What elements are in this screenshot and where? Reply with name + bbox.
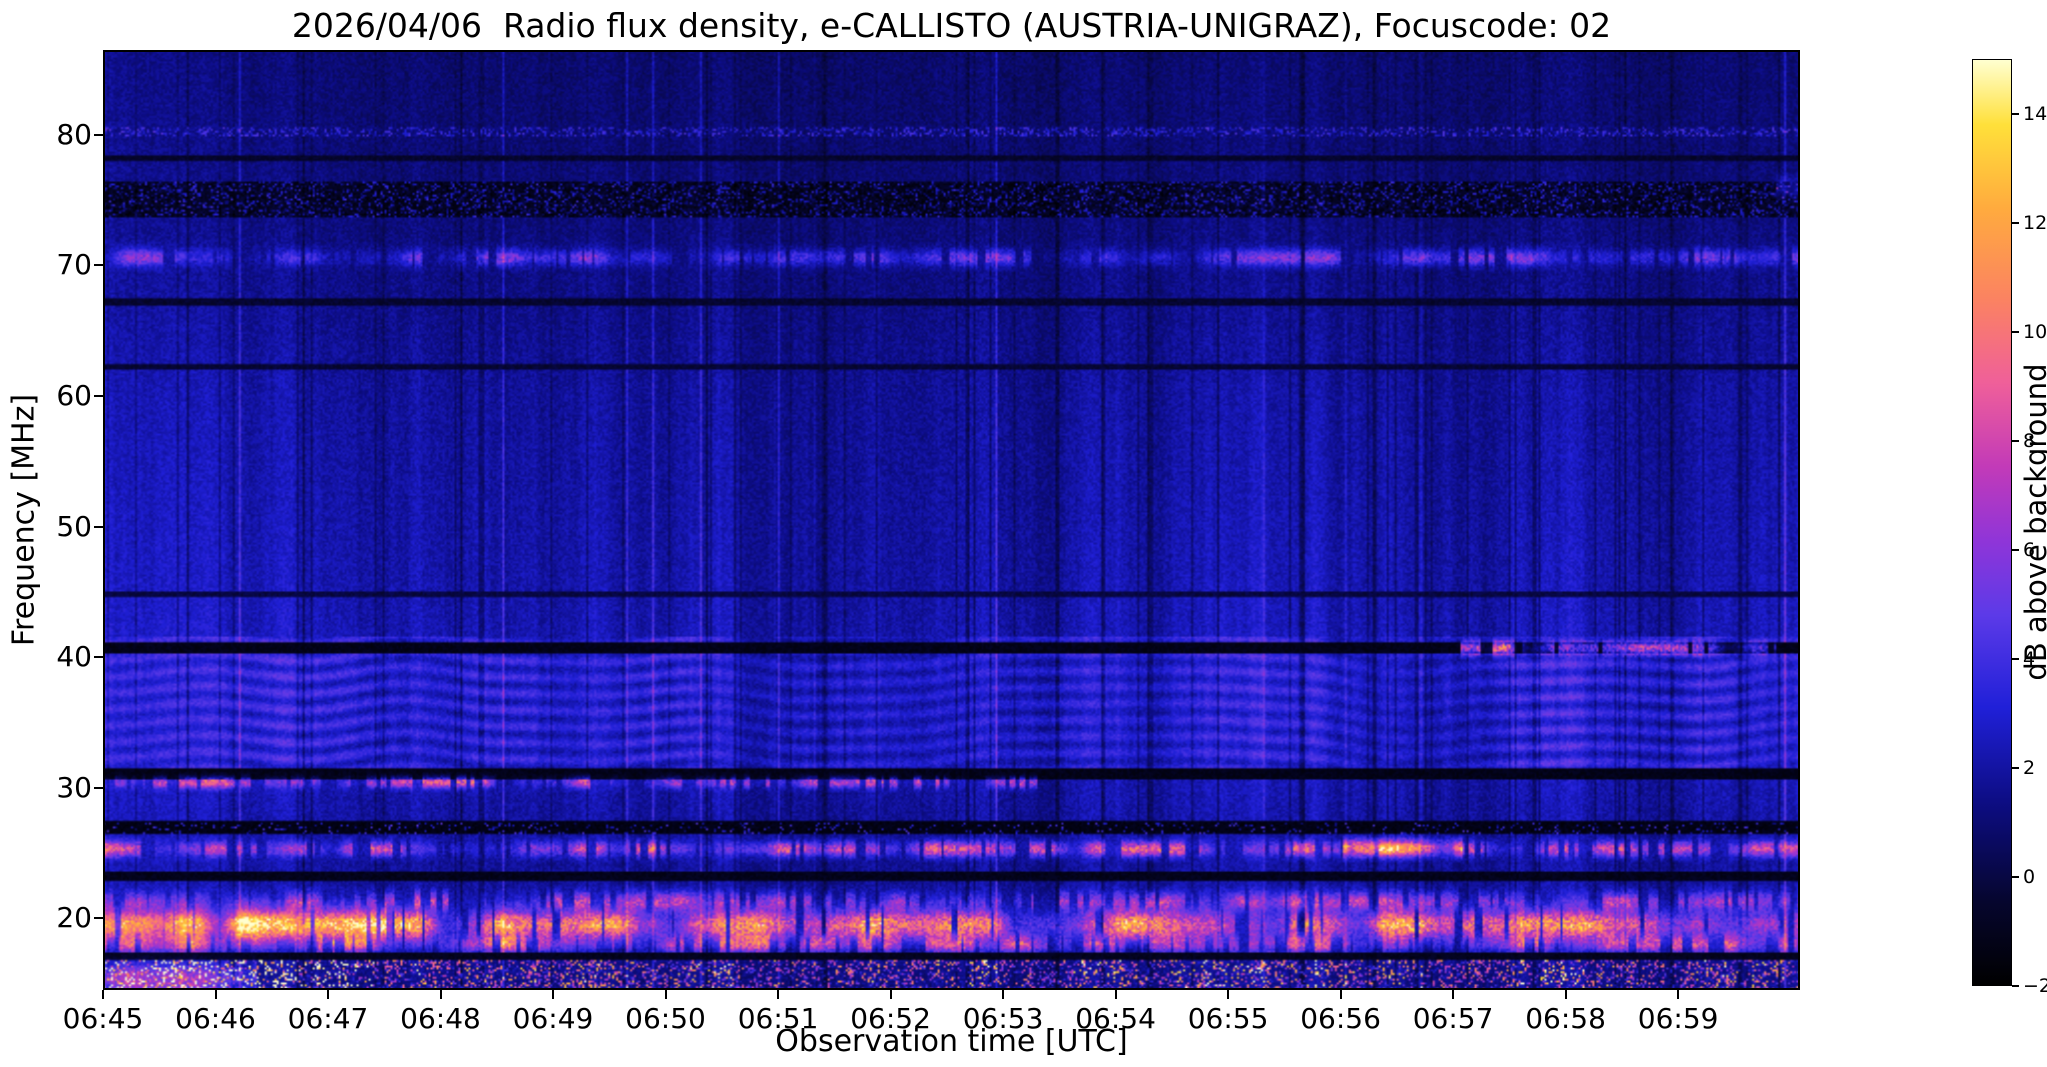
colorbar-tick [2012,221,2019,224]
colorbar [1972,59,2012,986]
colorbar-tick-label: 10 [2023,320,2047,343]
x-tick-label: 06:45 [62,1002,144,1035]
colorbar-tick-label: −2 [2023,975,2047,997]
x-tick [327,990,330,999]
y-tick-label: 20 [56,901,92,935]
colorbar-tick-label: 6 [2023,538,2036,561]
colorbar-tick [2012,875,2019,878]
y-tick [94,133,103,136]
x-tick-label: 06:47 [287,1002,369,1035]
x-tick [214,990,217,999]
x-tick-label: 06:58 [1525,1002,1606,1035]
x-tick [889,990,892,999]
colorbar-tick [2012,439,2019,442]
y-tick [94,656,103,659]
x-axis-label: Observation time [UTC] [775,1024,1128,1059]
x-tick [1227,990,1230,999]
x-tick [102,990,104,999]
colorbar-tick [2012,657,2019,660]
y-tick [94,786,103,789]
x-tick [1339,990,1342,999]
y-tick-label: 70 [56,248,92,282]
x-tick-label: 06:52 [850,1002,931,1035]
x-tick [1677,990,1680,999]
y-tick-label: 40 [56,640,92,674]
y-tick [94,264,103,267]
y-tick-label: 80 [56,117,92,151]
y-tick-label: 30 [56,770,92,804]
x-tick-label: 06:53 [962,1002,1044,1035]
colorbar-tick-label: 12 [2023,211,2047,234]
x-tick-label: 06:50 [625,1002,706,1035]
colorbar-tick [2012,330,2019,333]
x-tick-label: 06:56 [1300,1002,1381,1035]
x-tick-label: 06:55 [1187,1002,1269,1035]
x-tick [777,990,780,999]
x-tick-label: 06:46 [175,1002,256,1035]
colorbar-tick-label: 4 [2023,647,2036,670]
x-tick-label: 06:49 [512,1002,594,1035]
x-tick [1002,990,1005,999]
y-tick [94,917,103,920]
x-tick [1564,990,1567,999]
colorbar-label: dB above background [2019,363,2047,681]
x-tick-label: 06:54 [1075,1002,1156,1035]
y-tick [94,525,103,528]
colorbar-tick [2012,112,2019,115]
x-tick-label: 06:57 [1412,1002,1494,1035]
colorbar-tick-label: 14 [2023,102,2047,125]
colorbar-tick-label: 8 [2023,429,2036,452]
x-tick [552,990,555,999]
y-tick-label: 50 [56,509,92,543]
chart-title: 2026/04/06 Radio flux density, e-CALLIST… [291,6,1612,45]
x-tick [664,990,667,999]
colorbar-tick [2012,985,2019,987]
colorbar-tick [2012,548,2019,551]
spectrogram-canvas [103,50,1800,990]
y-tick-label: 60 [56,378,92,412]
colorbar-tick-label: 0 [2023,865,2036,888]
x-tick-label: 06:48 [400,1002,481,1035]
x-tick-label: 06:51 [737,1002,819,1035]
x-tick [1114,990,1117,999]
colorbar-gradient [1973,60,2011,985]
colorbar-tick-label: 2 [2023,756,2036,779]
x-tick-label: 06:59 [1637,1002,1719,1035]
colorbar-tick [2012,766,2019,769]
x-tick [1452,990,1455,999]
y-tick [94,394,103,397]
x-tick [439,990,442,999]
